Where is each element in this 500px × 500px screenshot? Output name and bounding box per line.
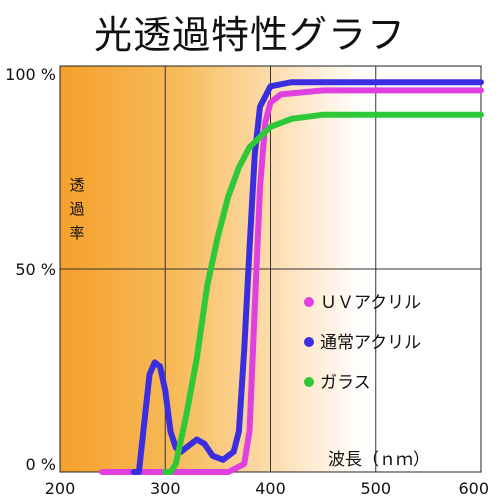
ylabel-char-1: 透 bbox=[69, 176, 84, 194]
x-tick-label: 500 bbox=[360, 479, 391, 498]
series-layer bbox=[99, 79, 484, 475]
ylabel-char-3: 率 bbox=[69, 224, 84, 242]
x-tick-label: 600 bbox=[458, 479, 489, 498]
legend-label: 通常アクリル bbox=[320, 333, 421, 353]
chart-title: 光透過特性グラフ bbox=[93, 13, 406, 57]
y-tick-label: 100 % bbox=[5, 65, 56, 84]
y-tick-labels: 0 % 50 % 100 % bbox=[5, 65, 56, 474]
legend-marker bbox=[304, 337, 314, 347]
legend-label: ガラス bbox=[320, 373, 371, 393]
x-tick-label: 300 bbox=[150, 479, 181, 498]
legend-label: ＵＶアクリル bbox=[320, 293, 421, 313]
x-axis-label: 波長（ｎｍ） bbox=[328, 450, 430, 470]
series-line-3 bbox=[162, 111, 484, 475]
x-tick-labels: 200 300 400 500 600 bbox=[45, 479, 489, 498]
series-line-1 bbox=[99, 87, 484, 475]
y-tick-label: 0 % bbox=[26, 455, 56, 474]
x-tick-label: 200 bbox=[45, 479, 76, 498]
plot-frame bbox=[59, 65, 482, 473]
legend-marker bbox=[304, 377, 314, 387]
series-line-2 bbox=[130, 79, 484, 475]
ylabel-char-2: 過 bbox=[69, 200, 84, 218]
y-tick-label: 50 % bbox=[15, 260, 56, 279]
legend-marker bbox=[304, 297, 314, 307]
x-tick-label: 400 bbox=[255, 479, 286, 498]
